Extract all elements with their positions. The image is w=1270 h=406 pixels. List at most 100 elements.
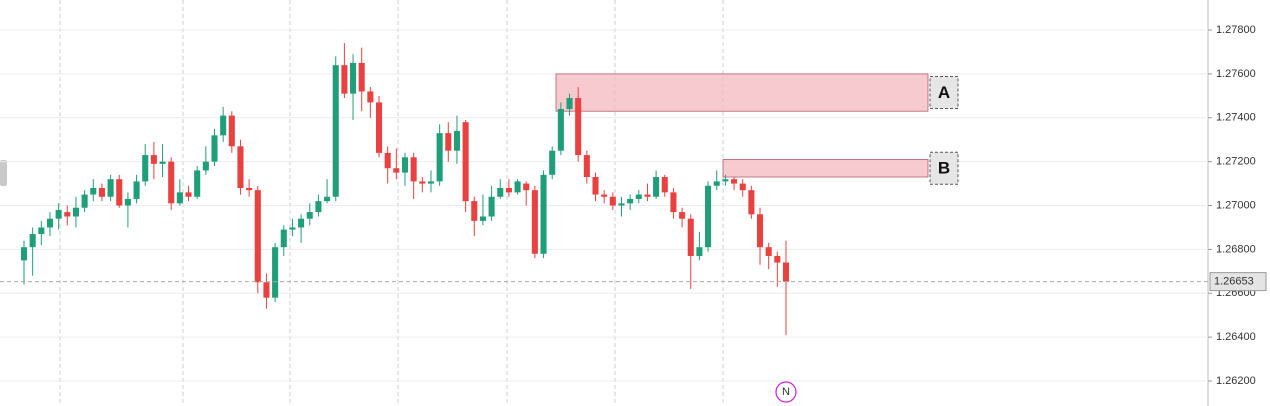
candle-body (116, 179, 123, 206)
y-tick-label: 1.26800 (1216, 243, 1256, 255)
candle-body (220, 115, 227, 136)
zone-label-box (929, 151, 959, 185)
candle-body (644, 194, 651, 197)
candle-body (523, 183, 530, 191)
candle-body (393, 168, 400, 173)
candle-body (194, 170, 201, 197)
candle-body (401, 157, 409, 173)
candle-body (566, 98, 573, 110)
candle-body (765, 247, 772, 256)
candle-body (72, 207, 79, 217)
y-tick-label: 1.27000 (1216, 199, 1256, 211)
y-tick-label: 1.27600 (1216, 68, 1256, 80)
candle-body (592, 177, 599, 195)
candle-body (488, 196, 495, 217)
candle-body (679, 212, 686, 219)
candle-body (367, 91, 374, 103)
candle-body (185, 192, 192, 197)
candle-body (601, 194, 608, 197)
candle-body (445, 133, 452, 151)
candle-body (462, 122, 469, 202)
candle-body (211, 135, 218, 162)
y-tick-label: 1.26400 (1216, 331, 1256, 343)
candle-body (427, 181, 435, 184)
candle-body (696, 247, 703, 256)
candle-body (306, 212, 313, 219)
candle-body (471, 201, 478, 221)
candle-body (237, 146, 244, 188)
last-price-label: 1.26653 (1214, 276, 1254, 288)
candle-body (384, 152, 391, 169)
candle-body (713, 181, 720, 186)
candle-body (124, 198, 131, 206)
candle-body (540, 174, 547, 254)
candle-body (168, 161, 175, 204)
marker-circle (775, 381, 797, 403)
candle-body (748, 190, 755, 215)
candle-body (64, 212, 71, 217)
candle-body (176, 192, 183, 204)
candle-body (38, 227, 45, 235)
zone-label: A (938, 83, 950, 102)
candle-body (627, 198, 634, 204)
candle-body (350, 62, 357, 94)
candle-body (46, 218, 54, 228)
y-tick-label: 1.27400 (1216, 112, 1256, 124)
candle-body (107, 179, 114, 197)
candle-body (453, 130, 460, 151)
candle-body (618, 203, 625, 206)
candle-body (410, 157, 417, 182)
candle-body (739, 183, 746, 191)
candle-body (298, 218, 305, 228)
candle-body (20, 247, 28, 261)
candle-body (782, 262, 790, 282)
candle-body (774, 255, 781, 263)
candle-body (55, 209, 62, 219)
candle-body (98, 187, 105, 197)
candle-body (661, 177, 668, 193)
candle-body (687, 218, 694, 256)
candle-body (81, 194, 88, 208)
last-price-box (1209, 272, 1267, 292)
candle-body (670, 192, 677, 213)
candle-body (280, 229, 287, 248)
candle-body (497, 187, 504, 197)
candle-body (324, 196, 331, 202)
candle-body (246, 187, 253, 191)
candle-body (263, 282, 270, 298)
time-grid (59, 0, 724, 406)
candle-body (133, 181, 140, 199)
zone-label-box (929, 76, 959, 110)
candle-body (315, 201, 322, 213)
candle-body (583, 155, 590, 178)
candle-body (756, 214, 764, 248)
candle-body (202, 161, 209, 171)
candle-body (358, 62, 365, 92)
zone-label: B (938, 159, 950, 178)
candle-body (514, 181, 521, 193)
candle-body (159, 161, 166, 164)
y-tick-label: 1.27200 (1216, 156, 1256, 168)
candle-body (505, 187, 512, 193)
candle-body (436, 133, 443, 182)
candle-body (557, 109, 564, 151)
candle-body (635, 194, 642, 199)
side-handle[interactable] (0, 160, 7, 186)
candle-body (289, 227, 296, 230)
candle-body (575, 98, 582, 156)
candle-body (722, 179, 729, 182)
candle-body (254, 190, 261, 283)
y-tick-label: 1.26200 (1216, 375, 1256, 387)
marker-label: N (782, 386, 790, 398)
candle-body (272, 247, 279, 298)
candle-body (341, 65, 348, 94)
candle-body (609, 196, 616, 206)
candle-body (29, 234, 36, 248)
candle-body (90, 187, 97, 195)
candle-body (375, 102, 383, 153)
y-tick-label: 1.27800 (1216, 24, 1256, 36)
candle-body (531, 190, 538, 254)
candle-body (150, 155, 157, 164)
